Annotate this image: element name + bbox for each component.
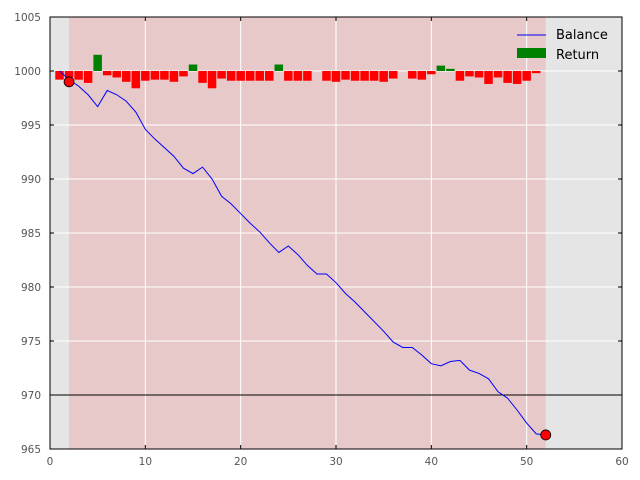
x-tick-label: 40	[425, 456, 438, 468]
return-bar	[331, 71, 341, 82]
return-bar	[493, 71, 503, 78]
marker-point	[63, 76, 75, 88]
return-bar	[112, 71, 121, 78]
return-bar	[303, 71, 312, 81]
markers	[63, 76, 552, 441]
return-bar	[360, 71, 369, 81]
return-bar	[217, 71, 226, 79]
return-bar	[465, 71, 474, 77]
return-bar	[436, 65, 446, 71]
y-axis: 965 970 975 980 985 990 995 1000 1005	[14, 12, 622, 456]
return-bar	[427, 71, 436, 75]
return-bar	[255, 71, 264, 81]
return-bar	[455, 71, 465, 81]
x-tick-label: 50	[520, 456, 533, 468]
return-bar	[207, 71, 217, 89]
return-bar	[531, 71, 541, 74]
return-bar	[83, 71, 93, 83]
return-bar	[408, 71, 417, 79]
y-tick-label: 965	[21, 444, 41, 456]
y-tick-label: 1005	[14, 12, 41, 24]
return-bar	[503, 71, 512, 83]
x-tick-label: 10	[139, 456, 152, 468]
return-bar	[102, 71, 112, 76]
legend-return-label: Return	[556, 48, 599, 63]
return-bar	[169, 71, 179, 82]
return-bar	[274, 64, 284, 71]
return-bar	[474, 71, 484, 78]
return-bars	[55, 54, 541, 89]
return-bar	[93, 54, 102, 71]
return-bar	[179, 71, 188, 77]
return-bar	[198, 71, 207, 83]
return-bar	[74, 71, 83, 80]
legend-return-swatch	[517, 48, 546, 58]
x-tick-label: 30	[329, 456, 342, 468]
return-bar	[379, 71, 388, 82]
marker-point	[540, 429, 552, 441]
balance-line	[59, 70, 546, 436]
y-tick-label: 980	[21, 282, 41, 294]
return-bar	[150, 71, 160, 80]
return-bar	[226, 71, 236, 81]
y-tick-label: 990	[21, 174, 41, 186]
return-bar	[522, 71, 531, 81]
y-tick-label: 985	[21, 228, 41, 240]
y-tick-label: 1000	[14, 66, 41, 78]
return-bar	[284, 71, 293, 81]
return-bar	[388, 71, 398, 79]
return-bar	[131, 71, 141, 89]
return-bar	[64, 71, 74, 78]
x-tick-label: 60	[615, 456, 628, 468]
y-tick-label: 970	[21, 390, 41, 402]
return-bar	[341, 71, 350, 80]
return-bar	[417, 71, 427, 80]
return-bar	[322, 71, 331, 81]
return-bar	[512, 71, 522, 84]
legend: Balance Return	[517, 28, 608, 63]
x-tick-label: 20	[234, 456, 247, 468]
y-tick-label: 975	[21, 336, 41, 348]
return-bar	[446, 68, 455, 71]
return-bar	[293, 71, 303, 81]
return-bar	[265, 71, 274, 81]
x-tick-label: 0	[47, 456, 54, 468]
return-bar	[369, 71, 379, 81]
return-bar	[350, 71, 360, 81]
return-bar	[484, 71, 493, 84]
x-axis: 0 10 20 30 40 50 60	[47, 17, 629, 468]
y-tick-label: 995	[21, 120, 41, 132]
return-bar	[141, 71, 150, 81]
return-bar	[236, 71, 245, 81]
legend-balance-label: Balance	[556, 28, 608, 43]
return-bar	[55, 71, 64, 80]
return-bar	[188, 64, 198, 71]
return-bar	[122, 71, 131, 82]
return-bar	[160, 71, 169, 80]
return-bar	[245, 71, 255, 81]
